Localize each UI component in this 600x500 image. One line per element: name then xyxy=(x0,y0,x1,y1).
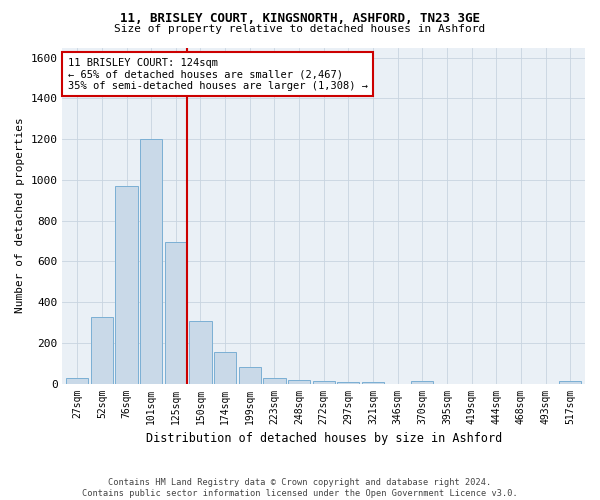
Bar xyxy=(263,378,286,384)
Text: 11 BRISLEY COURT: 124sqm
← 65% of detached houses are smaller (2,467)
35% of sem: 11 BRISLEY COURT: 124sqm ← 65% of detach… xyxy=(68,58,368,91)
X-axis label: Distribution of detached houses by size in Ashford: Distribution of detached houses by size … xyxy=(146,432,502,445)
Y-axis label: Number of detached properties: Number of detached properties xyxy=(15,118,25,314)
Text: Size of property relative to detached houses in Ashford: Size of property relative to detached ho… xyxy=(115,24,485,34)
Bar xyxy=(66,378,88,384)
Bar xyxy=(214,352,236,384)
Bar xyxy=(362,382,384,384)
Bar xyxy=(165,242,187,384)
Bar xyxy=(313,380,335,384)
Bar xyxy=(411,381,433,384)
Text: 11, BRISLEY COURT, KINGSNORTH, ASHFORD, TN23 3GE: 11, BRISLEY COURT, KINGSNORTH, ASHFORD, … xyxy=(120,12,480,26)
Text: Contains HM Land Registry data © Crown copyright and database right 2024.
Contai: Contains HM Land Registry data © Crown c… xyxy=(82,478,518,498)
Bar xyxy=(239,368,261,384)
Bar xyxy=(115,186,137,384)
Bar xyxy=(91,318,113,384)
Bar xyxy=(337,382,359,384)
Bar xyxy=(559,381,581,384)
Bar xyxy=(140,139,162,384)
Bar xyxy=(190,322,212,384)
Bar xyxy=(288,380,310,384)
